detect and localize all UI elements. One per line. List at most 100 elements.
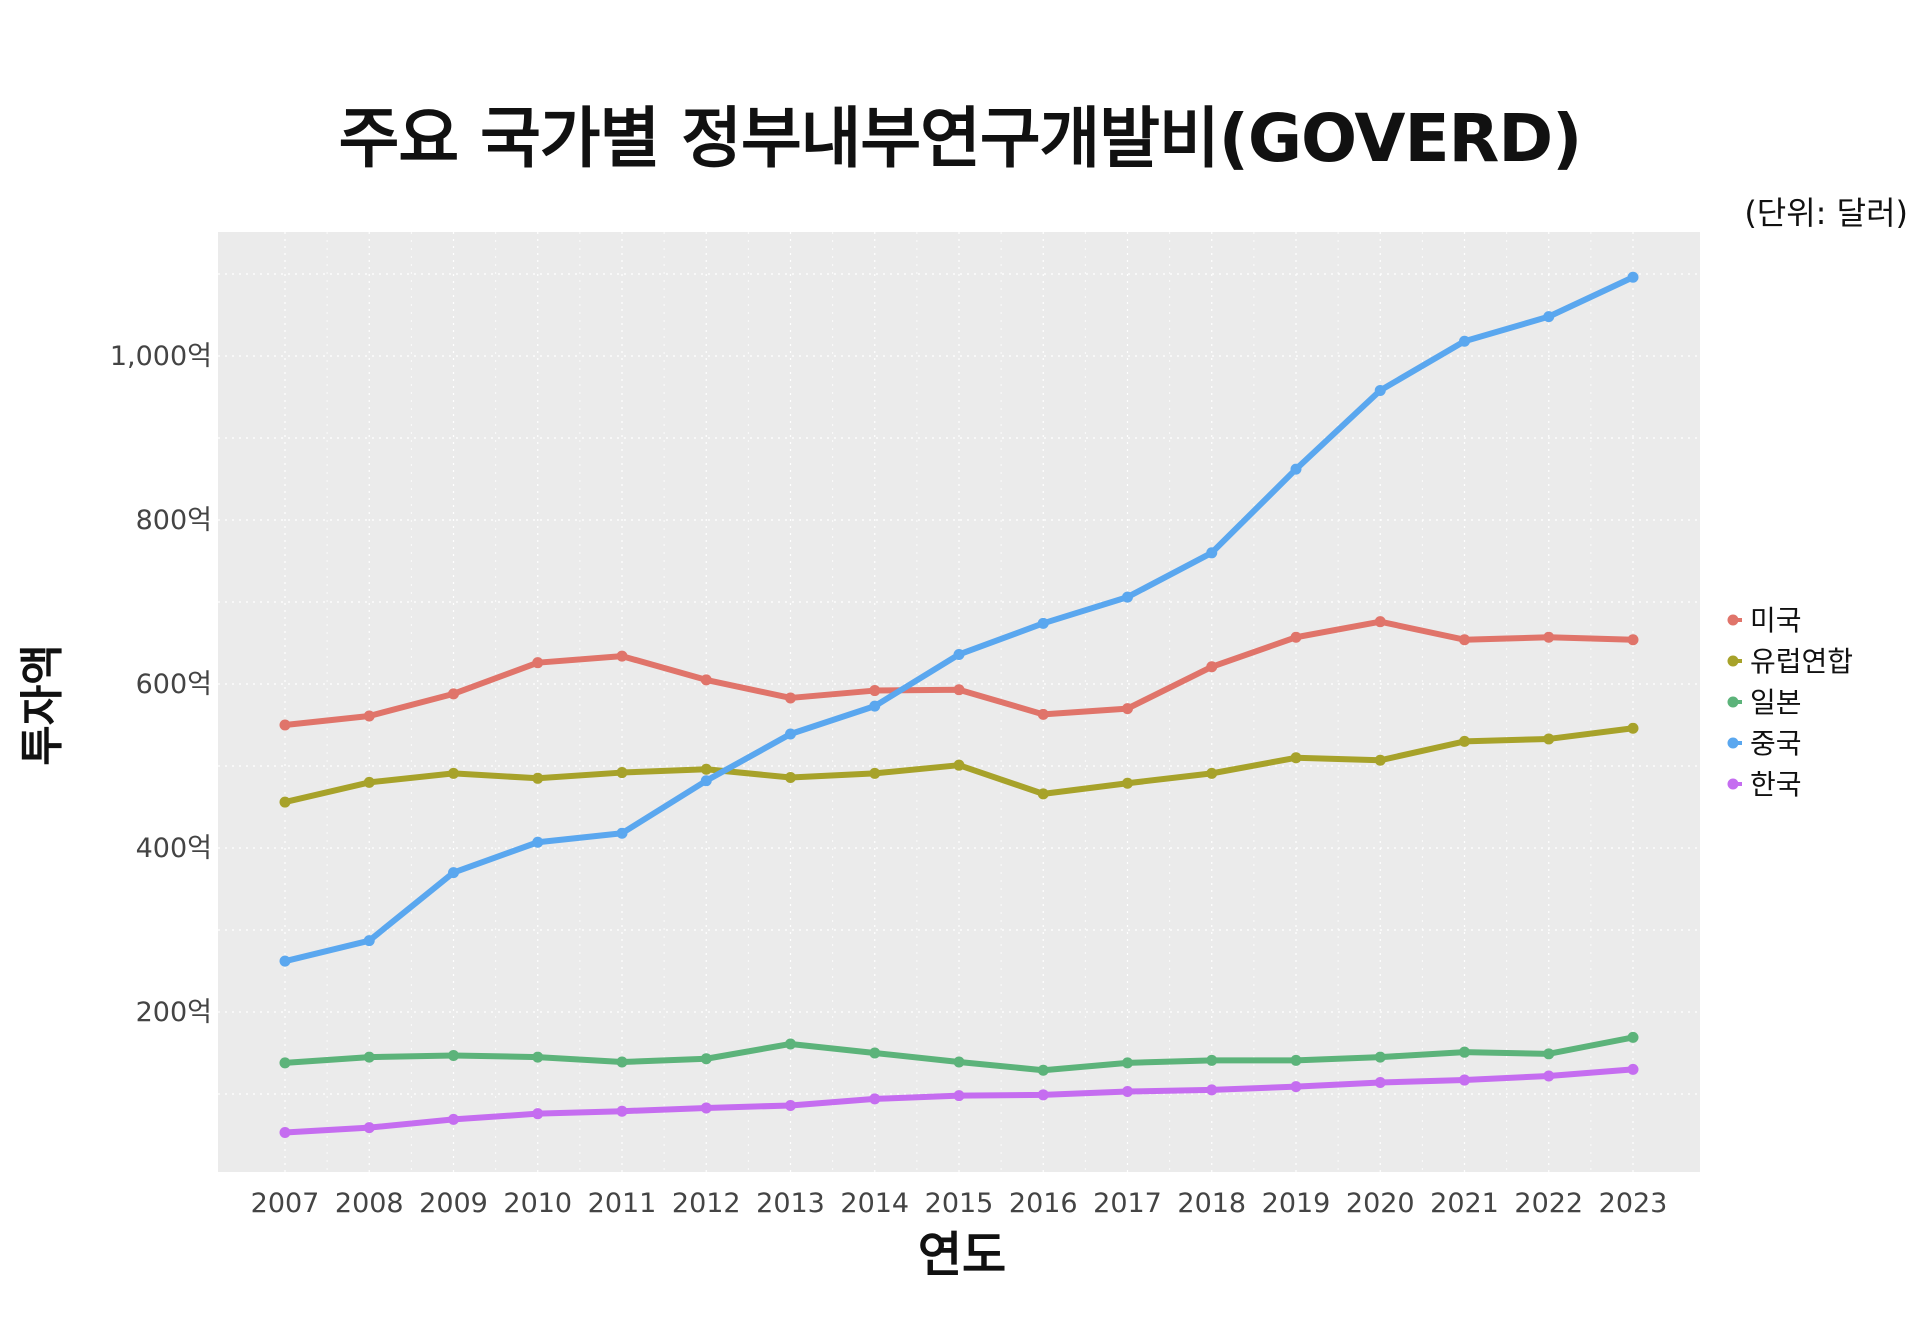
chart-title: 주요 국가별 정부내부연구개발비(GOVERD) bbox=[338, 100, 1583, 177]
data-point bbox=[279, 1057, 291, 1069]
y-tick-label: 800억 bbox=[136, 505, 212, 536]
x-tick-label: 2022 bbox=[1514, 1188, 1583, 1219]
data-point bbox=[1206, 661, 1218, 673]
data-point bbox=[869, 1093, 881, 1105]
data-point bbox=[1206, 1084, 1218, 1096]
data-point bbox=[1627, 722, 1639, 734]
data-point bbox=[363, 935, 375, 947]
x-tick-label: 2017 bbox=[1093, 1188, 1162, 1219]
data-point bbox=[363, 710, 375, 722]
data-point bbox=[1543, 1048, 1555, 1060]
data-point bbox=[700, 763, 712, 775]
series-중국 bbox=[279, 271, 1639, 967]
data-point bbox=[1627, 1031, 1639, 1043]
data-point bbox=[1290, 752, 1302, 764]
data-point bbox=[869, 700, 881, 712]
data-point bbox=[1627, 271, 1639, 283]
data-point bbox=[1627, 634, 1639, 646]
data-point bbox=[1543, 733, 1555, 745]
data-point bbox=[616, 650, 628, 662]
data-point bbox=[616, 767, 628, 779]
data-point bbox=[785, 692, 796, 704]
data-point bbox=[1459, 1046, 1470, 1058]
data-point bbox=[869, 1047, 881, 1059]
data-point bbox=[448, 1113, 459, 1125]
data-point bbox=[1543, 1070, 1555, 1082]
x-tick-label: 2007 bbox=[251, 1188, 320, 1219]
x-tick-label: 2012 bbox=[672, 1188, 741, 1219]
legend-label: 중국 bbox=[1750, 727, 1802, 760]
data-point bbox=[363, 1122, 375, 1134]
data-point bbox=[785, 771, 796, 783]
data-point bbox=[1206, 1054, 1218, 1066]
y-axis-ticks: 200억 400억 600억 800억 1,000억 bbox=[110, 341, 212, 1028]
data-point bbox=[1122, 1086, 1133, 1098]
data-point bbox=[279, 719, 291, 731]
data-point bbox=[1374, 1051, 1386, 1063]
data-point bbox=[700, 775, 712, 787]
x-tick-label: 2016 bbox=[1009, 1188, 1078, 1219]
x-tick-label: 2020 bbox=[1346, 1188, 1415, 1219]
data-point bbox=[1037, 1064, 1049, 1076]
legend-item: 중국 bbox=[1727, 727, 1802, 760]
data-point bbox=[363, 776, 375, 788]
y-tick-label: 200억 bbox=[136, 997, 212, 1028]
x-tick-label: 2010 bbox=[503, 1188, 572, 1219]
x-tick-label: 2014 bbox=[840, 1188, 909, 1219]
data-point bbox=[532, 1108, 544, 1120]
legend-swatch-dot bbox=[1727, 614, 1739, 626]
x-axis-ticks: 2007 2008 2009 2010 2011 2012 2013 2014 2015 2016… bbox=[251, 1188, 1668, 1219]
data-point bbox=[1206, 767, 1218, 779]
x-tick-label: 2008 bbox=[335, 1188, 404, 1219]
data-point bbox=[700, 1053, 712, 1065]
data-point bbox=[1459, 735, 1470, 747]
data-point bbox=[448, 767, 459, 779]
data-point bbox=[1290, 1081, 1302, 1093]
data-point bbox=[953, 1056, 965, 1068]
data-point bbox=[1374, 754, 1386, 766]
data-point bbox=[1122, 777, 1133, 789]
data-point bbox=[1374, 384, 1386, 396]
data-point bbox=[869, 685, 881, 697]
data-point bbox=[279, 796, 291, 808]
legend-item: 일본 bbox=[1727, 686, 1802, 719]
data-point bbox=[1122, 1057, 1133, 1069]
unit-note: (단위: 달러) bbox=[1744, 194, 1908, 232]
x-tick-label: 2015 bbox=[925, 1188, 994, 1219]
data-point bbox=[1374, 1077, 1386, 1089]
x-axis-label: 연도 bbox=[917, 1227, 1007, 1283]
data-point bbox=[1543, 311, 1555, 323]
data-point bbox=[785, 1038, 796, 1050]
data-point bbox=[785, 728, 796, 740]
data-point bbox=[1290, 631, 1302, 643]
data-point bbox=[616, 1105, 628, 1117]
data-point bbox=[1459, 1074, 1470, 1086]
data-point bbox=[1290, 463, 1302, 475]
series-미국 bbox=[279, 616, 1639, 731]
data-point bbox=[532, 772, 544, 784]
data-point bbox=[616, 827, 628, 839]
data-point bbox=[700, 674, 712, 686]
data-point bbox=[869, 767, 881, 779]
legend-swatch-dot bbox=[1727, 737, 1739, 749]
y-tick-label: 400억 bbox=[136, 833, 212, 864]
legend-swatch-dot bbox=[1727, 696, 1739, 708]
series-유럽연합 bbox=[279, 722, 1639, 808]
legend-item: 유럽연합 bbox=[1727, 645, 1853, 678]
data-point bbox=[448, 1049, 459, 1061]
data-point bbox=[532, 836, 544, 848]
data-point bbox=[1037, 617, 1049, 629]
data-point bbox=[1122, 703, 1133, 715]
x-tick-label: 2021 bbox=[1430, 1188, 1499, 1219]
data-point bbox=[700, 1102, 712, 1114]
x-tick-label: 2013 bbox=[756, 1188, 825, 1219]
series-group bbox=[279, 271, 1639, 1139]
x-tick-label: 2023 bbox=[1599, 1188, 1668, 1219]
data-point bbox=[1290, 1054, 1302, 1066]
data-point bbox=[1627, 1063, 1639, 1075]
data-point bbox=[953, 648, 965, 660]
legend-swatch-dot bbox=[1727, 778, 1739, 790]
data-point bbox=[1374, 616, 1386, 628]
